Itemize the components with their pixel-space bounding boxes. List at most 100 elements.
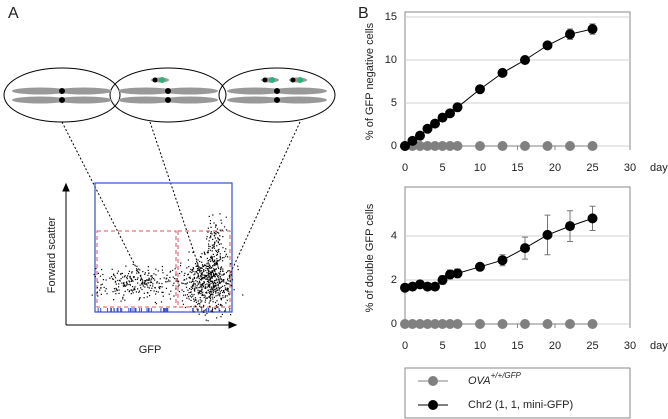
legend-marker <box>428 376 438 386</box>
legend <box>404 367 631 419</box>
point <box>565 221 575 232</box>
cell <box>3 67 121 123</box>
point <box>587 213 598 224</box>
x-tick-label: 0 <box>402 340 408 352</box>
panel-a <box>3 67 336 329</box>
point <box>520 55 530 65</box>
x-tick-label: 10 <box>474 340 486 352</box>
point <box>400 282 410 293</box>
point <box>422 141 433 151</box>
point <box>497 67 508 78</box>
x-unit: day <box>650 340 668 352</box>
point <box>520 141 530 151</box>
point <box>542 40 553 51</box>
series-line <box>404 217 593 289</box>
x-tick-label: 5 <box>439 340 445 352</box>
point <box>542 319 553 329</box>
point <box>475 319 485 329</box>
point <box>520 319 530 329</box>
y-tick-label: 2 <box>391 274 397 286</box>
point <box>422 319 433 329</box>
y-axis-label: Forward scatter <box>46 216 58 293</box>
point <box>452 268 463 279</box>
point <box>475 84 485 95</box>
point <box>407 135 418 146</box>
point <box>437 112 448 123</box>
point <box>437 319 448 329</box>
point <box>587 24 598 35</box>
point <box>445 319 455 329</box>
series-line <box>404 28 593 147</box>
y-tick-label: 15 <box>385 11 397 23</box>
x-tick-label: 20 <box>549 340 561 352</box>
point <box>475 261 485 272</box>
point <box>445 108 455 119</box>
chromosomes <box>12 77 327 104</box>
point <box>452 102 463 113</box>
point <box>400 141 410 151</box>
point <box>587 319 598 329</box>
point <box>407 281 418 292</box>
x-tick-label: 25 <box>586 340 598 352</box>
y-tick-label: 5 <box>391 97 397 109</box>
point <box>422 281 433 292</box>
point <box>452 319 463 329</box>
point <box>542 229 553 240</box>
legend-superscript: +/+/GFP <box>491 371 522 380</box>
cell <box>109 67 227 123</box>
x-tick-label: 25 <box>586 162 598 174</box>
y-axis-label: % of double GFP cells <box>364 203 376 312</box>
point <box>497 319 508 329</box>
point <box>430 118 440 129</box>
legend-marker <box>428 400 438 410</box>
point <box>415 141 425 151</box>
point <box>437 275 448 285</box>
point <box>437 141 448 151</box>
point <box>430 319 440 329</box>
y-axis-label: % of GFP negative cells <box>364 22 376 140</box>
panel-label: A <box>8 5 19 22</box>
y-tick-label: 0 <box>391 318 397 330</box>
cell <box>218 67 336 123</box>
point <box>565 319 575 329</box>
point <box>415 279 425 290</box>
point <box>400 319 410 329</box>
point <box>452 141 463 151</box>
point <box>445 141 455 151</box>
x-tick-label: 20 <box>549 162 561 174</box>
x-tick-label: 5 <box>439 162 445 174</box>
y-tick-label: 0 <box>391 140 397 152</box>
legend-label: OVA+/+/GFP <box>468 371 522 387</box>
plot-frame <box>404 186 631 325</box>
point <box>445 269 455 280</box>
y-tick-label: 4 <box>391 230 397 242</box>
point <box>430 141 440 151</box>
x-tick-label: 30 <box>624 162 636 174</box>
x-tick-label: 0 <box>402 162 408 174</box>
legend-name: OVA <box>468 375 491 387</box>
x-tick-label: 10 <box>474 162 486 174</box>
point <box>497 255 508 266</box>
y-tick-label: 10 <box>385 54 397 66</box>
point <box>475 141 485 151</box>
x-tick-label: 15 <box>511 162 523 174</box>
point <box>415 319 425 329</box>
point <box>422 123 433 134</box>
point <box>415 130 425 141</box>
panel-label: B <box>358 5 369 22</box>
point <box>520 243 530 254</box>
legend-name: Chr2 (1, 1, mini-GFP) <box>468 399 573 411</box>
point <box>430 281 440 292</box>
x-unit: day <box>650 162 668 174</box>
x-tick-label: 30 <box>624 340 636 352</box>
x-axis-label: GFP <box>139 344 162 356</box>
point <box>565 141 575 151</box>
point <box>542 141 553 151</box>
x-tick-label: 15 <box>511 340 523 352</box>
point <box>565 29 575 40</box>
legend-label: Chr2 (1, 1, mini-GFP) <box>468 399 573 411</box>
point <box>407 319 418 329</box>
point <box>497 141 508 151</box>
